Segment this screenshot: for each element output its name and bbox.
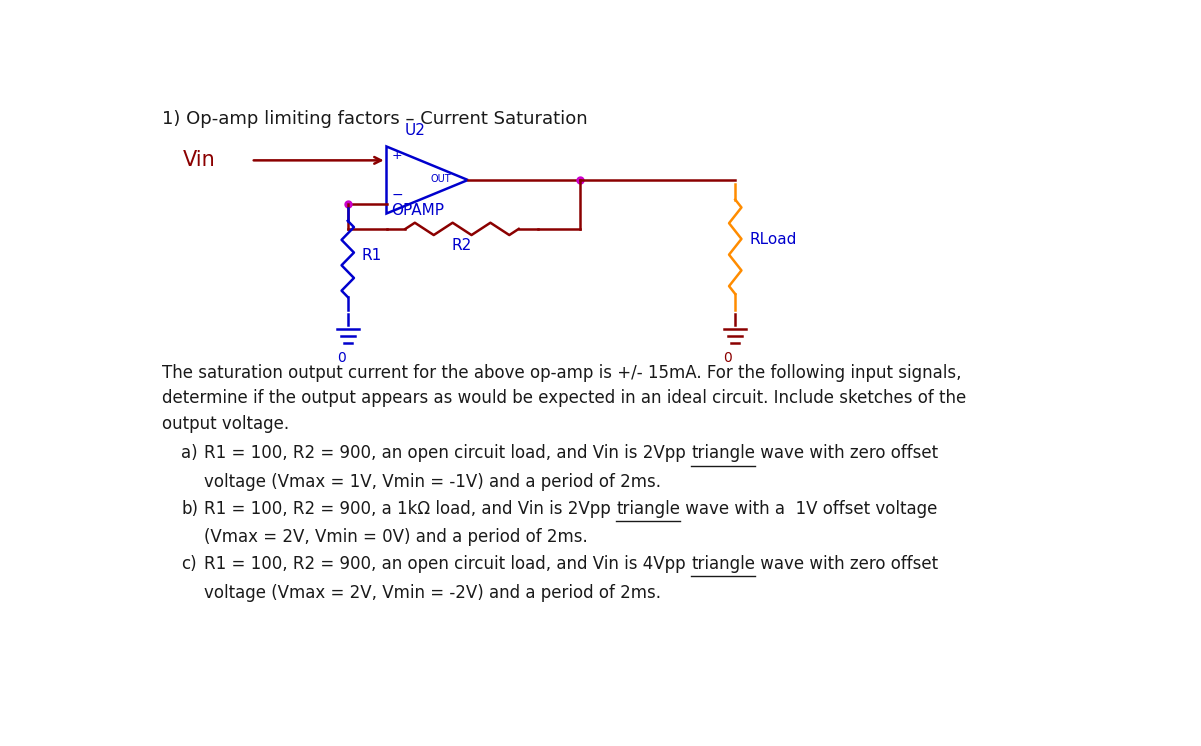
Text: R1 = 100, R2 = 900, an open circuit load, and Vin is 2Vpp: R1 = 100, R2 = 900, an open circuit load… [204,445,692,463]
Text: wave with zero offset: wave with zero offset [755,555,938,574]
Text: (Vmax = 2V, Vmin = 0V) and a period of 2ms.: (Vmax = 2V, Vmin = 0V) and a period of 2… [204,528,588,546]
Text: 1) Op-amp limiting factors – Current Saturation: 1) Op-amp limiting factors – Current Sat… [162,110,587,128]
Text: triangle: triangle [692,445,755,463]
Text: triangle: triangle [616,500,681,518]
Text: triangle: triangle [692,555,755,574]
Text: wave with zero offset: wave with zero offset [755,445,938,463]
Text: R2: R2 [452,238,472,253]
Text: 0: 0 [337,351,346,365]
Text: U2: U2 [405,123,425,138]
Text: −: − [392,188,402,202]
Text: 0: 0 [723,351,731,365]
Text: R1 = 100, R2 = 900, an open circuit load, and Vin is 4Vpp: R1 = 100, R2 = 900, an open circuit load… [204,555,692,574]
Text: b): b) [181,500,198,518]
Text: wave with a  1V offset voltage: wave with a 1V offset voltage [681,500,938,518]
Text: R1: R1 [362,248,382,263]
Text: voltage (Vmax = 1V, Vmin = -1V) and a period of 2ms.: voltage (Vmax = 1V, Vmin = -1V) and a pe… [204,473,662,491]
Text: OPAMP: OPAMP [392,204,444,219]
Text: R1 = 100, R2 = 900, a 1kΩ load, and Vin is 2Vpp: R1 = 100, R2 = 900, a 1kΩ load, and Vin … [204,500,616,518]
Text: a): a) [181,445,198,463]
Text: Vin: Vin [183,151,215,170]
Text: c): c) [181,555,197,574]
Text: +: + [392,149,402,162]
Text: voltage (Vmax = 2V, Vmin = -2V) and a period of 2ms.: voltage (Vmax = 2V, Vmin = -2V) and a pe… [204,584,662,602]
Text: OUT: OUT [431,174,452,184]
Text: RLoad: RLoad [749,231,796,247]
Text: The saturation output current for the above op-amp is +/- 15mA. For the followin: The saturation output current for the ab… [162,363,966,433]
